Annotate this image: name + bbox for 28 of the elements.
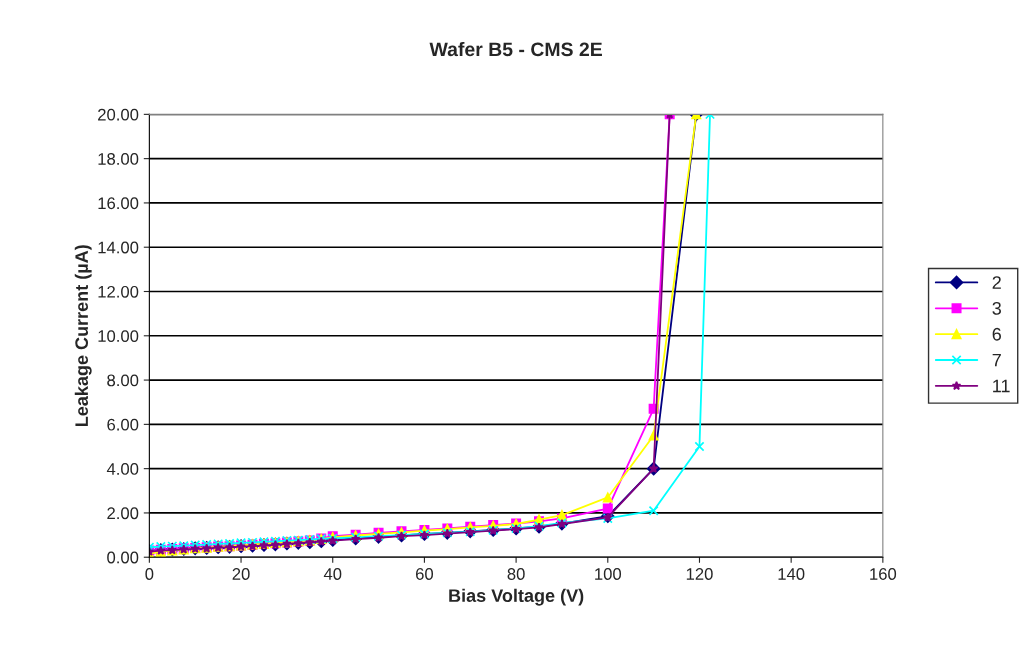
y-tick-label: 4.00 <box>106 463 139 475</box>
y-tick-label: 20.00 <box>98 108 139 121</box>
y-tick-label: 8.00 <box>107 374 139 387</box>
y-tick-label: 18.00 <box>98 153 139 165</box>
x-tick-label: 20 <box>232 568 250 580</box>
legend-label: 11 <box>993 379 1010 393</box>
x-tick-label: 160 <box>870 568 897 580</box>
y-tick-label: 0.00 <box>107 551 139 564</box>
y-tick-label: 10.00 <box>98 330 139 342</box>
legend-label: 3 <box>992 301 1001 315</box>
x-tick-label: 140 <box>778 568 805 580</box>
x-tick-label: 0 <box>145 568 154 580</box>
x-tick-label: 100 <box>595 568 622 580</box>
y-tick-label: 16.00 <box>98 197 139 210</box>
x-tick-label: 80 <box>507 568 525 580</box>
x-tick-label: 120 <box>686 568 713 580</box>
y-tick-label: 14.00 <box>98 241 139 254</box>
y-tick-label: 2.00 <box>107 507 139 520</box>
legend-label: 6 <box>992 327 1001 341</box>
chart-title: Wafer B5 - CMS 2E <box>429 41 602 57</box>
legend-label: 7 <box>992 353 1001 367</box>
x-tick-label: 60 <box>416 568 434 580</box>
legend-label: 2 <box>992 276 1001 289</box>
y-tick-label: 6.00 <box>107 418 139 431</box>
y-axis-title: Leakage Current (µA) <box>74 245 92 427</box>
x-tick-label: 40 <box>323 568 342 580</box>
x-axis-title: Bias Voltage (V) <box>449 588 584 606</box>
y-tick-label: 12.00 <box>98 285 139 298</box>
